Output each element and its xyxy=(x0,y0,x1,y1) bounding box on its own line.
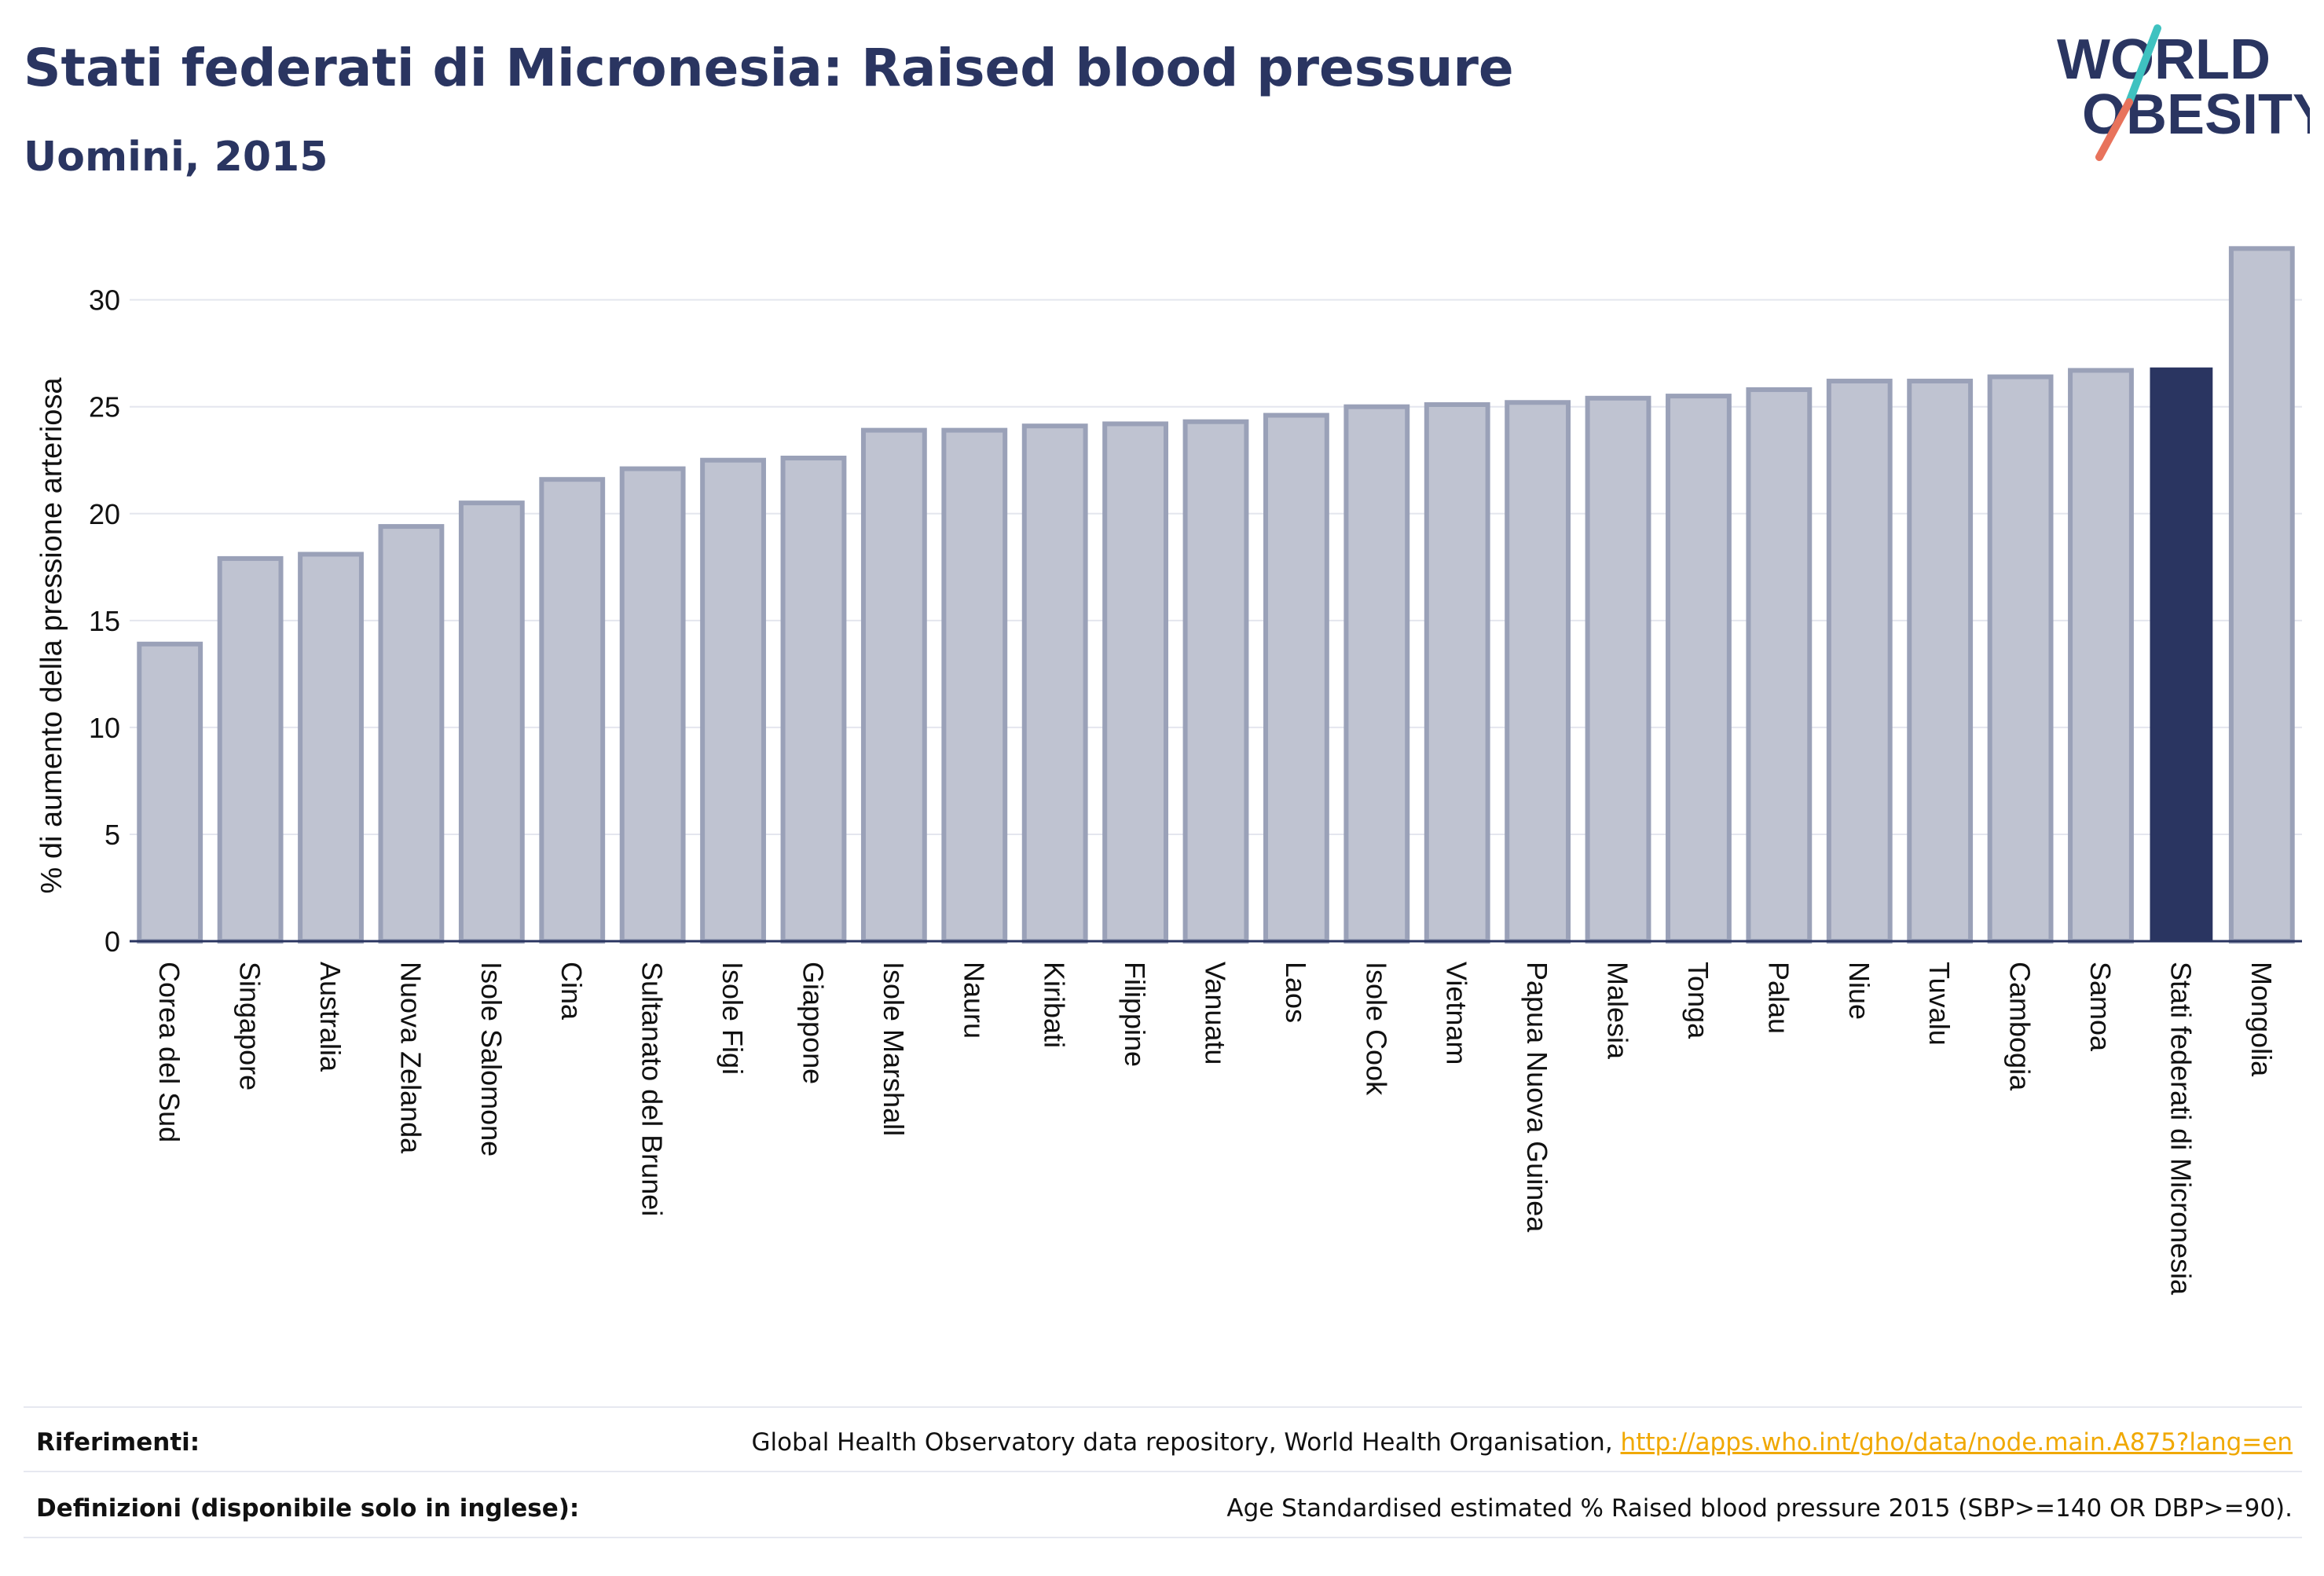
x-tick-label: Nauru xyxy=(958,962,990,1039)
x-tick-label: Giappone xyxy=(797,962,829,1084)
definitions-text: Age Standardised estimated % Raised bloo… xyxy=(1226,1494,2293,1523)
bar[interactable] xyxy=(298,552,364,944)
bar[interactable] xyxy=(619,466,686,944)
x-tick-label: Sultanato del Brunei xyxy=(636,962,669,1216)
x-tick-label: Samoa xyxy=(2084,962,2117,1052)
x-tick-label: Australia xyxy=(314,962,346,1072)
y-tick-label: 25 xyxy=(89,391,120,423)
bar[interactable] xyxy=(1343,404,1410,944)
world-obesity-logo[interactable]: WORLD OBESITY xyxy=(2043,24,2310,173)
references-link[interactable]: http://apps.who.int/gho/data/node.main.A… xyxy=(1620,1428,2293,1457)
footer-divider-bottom xyxy=(24,1537,2302,1538)
bar[interactable] xyxy=(1102,421,1169,944)
x-tick-label: Tonga xyxy=(1682,962,1714,1039)
chart-subtitle: Uomini, 2015 xyxy=(24,134,328,181)
bar[interactable] xyxy=(217,555,284,944)
bar[interactable] xyxy=(1424,401,1490,944)
bar[interactable] xyxy=(860,427,927,944)
bar[interactable] xyxy=(1585,395,1651,944)
bar[interactable] xyxy=(458,500,525,944)
bar[interactable] xyxy=(1987,374,2054,944)
y-tick-label: 15 xyxy=(89,605,120,637)
x-tick-labels: Corea del Sud Singapore Australia Nuova Zel… xyxy=(153,962,2278,1296)
y-axis-label: % di aumento della pressione arteriosa xyxy=(35,377,68,894)
x-tick-label: Corea del Sud xyxy=(153,962,185,1142)
x-tick-label: Isole Salomone xyxy=(475,962,508,1156)
y-tick-label: 20 xyxy=(89,498,120,530)
bar[interactable] xyxy=(2068,368,2134,944)
x-tick-label: Kiribati xyxy=(1039,962,1071,1048)
footer-divider-top xyxy=(24,1406,2302,1408)
y-tick-label: 30 xyxy=(89,284,120,317)
definitions-label: Definizioni (disponibile solo in inglese… xyxy=(36,1494,580,1523)
bar[interactable] xyxy=(539,477,606,944)
x-tick-label: Vietnam xyxy=(1441,962,1473,1065)
bar[interactable] xyxy=(1263,412,1329,944)
references-text: Global Health Observatory data repositor… xyxy=(751,1428,1613,1457)
bar[interactable] xyxy=(1907,379,1974,944)
logo-slash-coral xyxy=(2095,98,2133,161)
bar[interactable] xyxy=(1021,423,1088,944)
chart-title: Stati federati di Micronesia: Raised blo… xyxy=(24,38,1514,98)
bar[interactable] xyxy=(941,427,1008,944)
footer-divider-middle xyxy=(24,1471,2302,1472)
bar[interactable] xyxy=(1182,419,1249,944)
bar-chart: 0 5 10 15 20 25 30 Corea del Sud Singapore Austr… xyxy=(35,246,2302,1296)
x-tick-label: Singapore xyxy=(234,962,266,1090)
x-tick-label: Isole Cook xyxy=(1360,962,1392,1096)
x-tick-label: Mongolia xyxy=(2245,962,2278,1077)
x-tick-label: Malesia xyxy=(1602,962,1634,1060)
x-tick-label: Filippine xyxy=(1119,962,1151,1067)
x-tick-label: Palau xyxy=(1762,962,1794,1034)
bar[interactable] xyxy=(1505,400,1571,944)
bar[interactable] xyxy=(780,456,847,944)
x-tick-label: Nuova Zelanda xyxy=(394,962,427,1154)
logo-slash-teal xyxy=(2125,24,2161,106)
logo-line-1: WORLD xyxy=(2057,28,2271,91)
x-tick-label: Isole Marshall xyxy=(878,962,910,1136)
y-tick-label: 0 xyxy=(104,925,120,958)
x-tick-label: Papua Nuova Guinea xyxy=(1521,962,1553,1233)
bar[interactable] xyxy=(1826,379,1893,944)
x-tick-label: Niue xyxy=(1843,962,1875,1020)
bar[interactable] xyxy=(2228,246,2295,944)
x-tick-label: Cina xyxy=(555,962,588,1021)
x-tick-label: Isole Figi xyxy=(717,962,749,1075)
references-text-row: Global Health Observatory data repositor… xyxy=(751,1428,2293,1457)
x-tick-label: Stati federati di Micronesia xyxy=(2165,962,2197,1296)
x-tick-label: Laos xyxy=(1280,962,1312,1023)
bar[interactable] xyxy=(1666,394,1732,944)
x-tick-label: Cambogia xyxy=(2004,962,2036,1091)
y-tick-label: 10 xyxy=(89,712,120,744)
references-label: Riferimenti: xyxy=(36,1428,200,1457)
x-tick-label: Vanuatu xyxy=(1200,962,1232,1065)
bar[interactable] xyxy=(700,457,766,944)
bar[interactable] xyxy=(2150,367,2213,942)
y-tick-label: 5 xyxy=(104,819,120,851)
bar[interactable] xyxy=(378,524,445,944)
bars xyxy=(137,246,2295,944)
bar[interactable] xyxy=(137,641,203,944)
bar[interactable] xyxy=(1746,387,1813,944)
y-tick-labels: 0 5 10 15 20 25 30 xyxy=(89,284,120,958)
x-tick-label: Tuvalu xyxy=(1923,962,1956,1046)
